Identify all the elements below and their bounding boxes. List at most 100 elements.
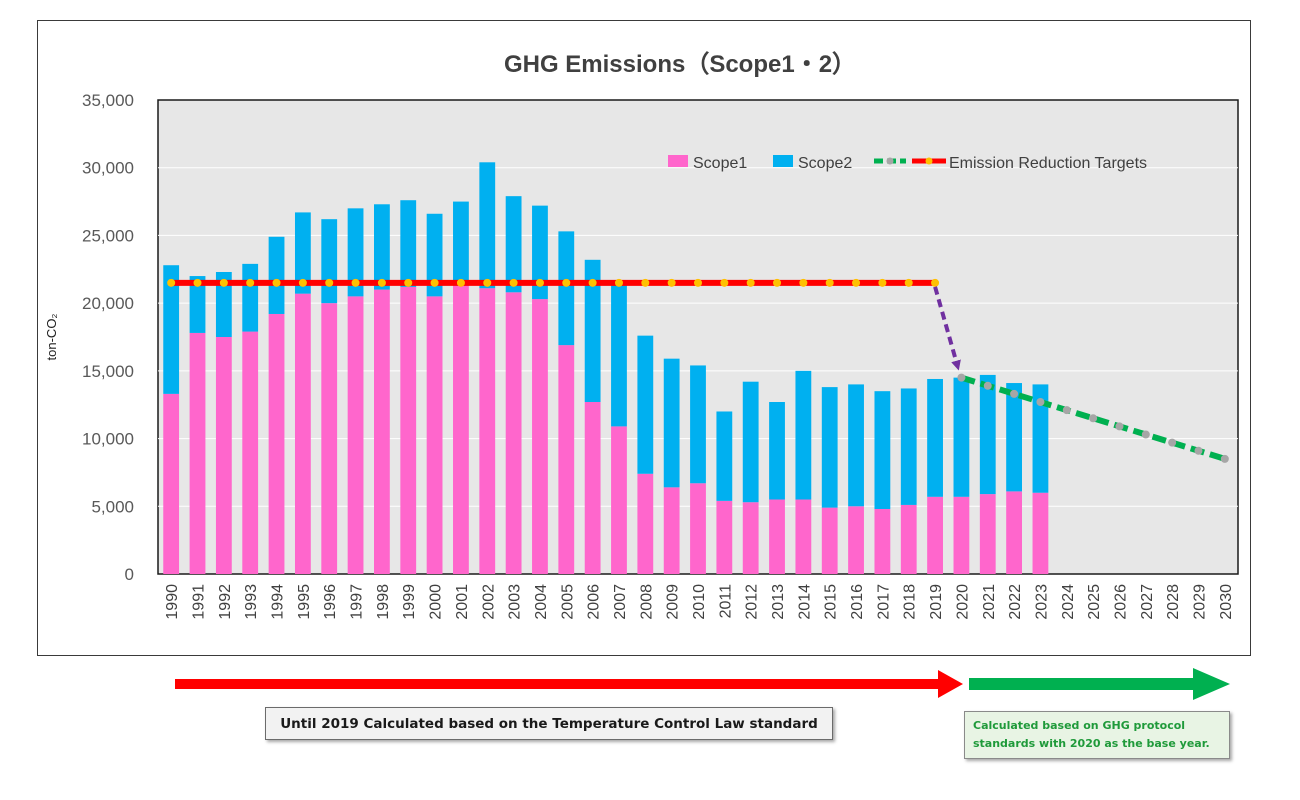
bar-scope1	[795, 499, 812, 574]
note-ghg-protocol-line2: standards with 2020 as the base year.	[973, 737, 1210, 750]
target-marker	[904, 278, 913, 287]
bar-scope1	[347, 296, 364, 574]
target-marker	[298, 278, 307, 287]
y-tick-label: 15,000	[82, 362, 134, 381]
bar-scope1	[584, 402, 601, 574]
x-tick-label: 2000	[428, 584, 445, 620]
bar-scope1	[400, 286, 417, 574]
ghg-protocol-marker	[1220, 454, 1229, 463]
bar-scope2	[215, 271, 232, 337]
bar-scope1	[821, 507, 838, 574]
bar-scope2	[900, 388, 917, 505]
bar-scope2	[189, 276, 206, 333]
bar-scope2	[294, 212, 311, 294]
bar-scope2	[321, 219, 338, 304]
target-marker	[325, 278, 334, 287]
note-ghg-protocol-line1: Calculated based on GHG protocol	[973, 719, 1186, 732]
target-marker	[931, 278, 940, 287]
bar-scope2	[795, 370, 812, 500]
bar-scope2	[769, 402, 785, 500]
x-tick-label: 2004	[533, 584, 550, 620]
x-tick-label: 2027	[1139, 584, 1156, 620]
x-tick-label: 2023	[1033, 584, 1050, 620]
bar-scope1	[979, 494, 996, 574]
target-marker	[825, 278, 834, 287]
bar-scope1	[716, 500, 733, 574]
ghg-protocol-marker	[1089, 414, 1098, 423]
y-tick-label: 0	[125, 565, 134, 584]
bar-scope2	[611, 285, 627, 427]
ghg-protocol-marker	[1168, 438, 1177, 447]
bar-scope2	[716, 411, 733, 501]
x-tick-label: 2029	[1191, 584, 1208, 620]
x-tick-label: 2017	[875, 584, 892, 620]
y-tick-label: 10,000	[82, 430, 134, 449]
bar-scope1	[294, 293, 311, 574]
x-tick-label: 2026	[1112, 584, 1129, 620]
target-marker	[535, 278, 544, 287]
target-marker	[351, 278, 360, 287]
x-tick-label: 2009	[665, 584, 682, 620]
bar-scope1	[242, 331, 259, 574]
y-tick-label: 20,000	[82, 294, 134, 313]
target-marker	[694, 278, 702, 287]
bar-scope1	[374, 289, 390, 574]
bar-scope1	[953, 496, 970, 574]
bar-scope1	[426, 296, 443, 574]
target-marker	[799, 278, 808, 287]
x-tick-label: 2014	[796, 584, 813, 620]
bar-scope1	[268, 313, 285, 574]
target-marker	[219, 278, 228, 287]
legend-label-scope1: Scope1	[693, 155, 747, 172]
x-axis-ticks: 1990 1991 1992 1993 1994 1995 1996 1997 1998 1999…	[164, 584, 1235, 620]
y-axis-label: ton-CO₂	[44, 314, 59, 361]
bar-scope2	[1006, 383, 1022, 492]
legend-swatch-scope1	[668, 155, 688, 167]
x-tick-label: 1998	[375, 584, 392, 620]
bar-scope1	[453, 285, 469, 574]
bar-scope1	[611, 426, 627, 574]
bar-scope2	[347, 208, 364, 297]
bar-scope2	[558, 231, 575, 346]
bar-scope2	[821, 387, 838, 508]
x-tick-label: 2002	[480, 584, 497, 620]
x-tick-label: 2010	[691, 584, 708, 620]
target-marker	[562, 278, 571, 287]
ghg-protocol-marker	[1010, 389, 1019, 398]
target-marker	[483, 278, 492, 287]
x-tick-label: 2020	[954, 584, 971, 620]
x-tick-label: 2012	[744, 584, 761, 620]
target-marker	[404, 278, 413, 287]
ghg-protocol-line	[960, 374, 1226, 462]
bar-scope2	[479, 162, 496, 289]
x-tick-label: 2030	[1218, 584, 1235, 620]
x-tick-label: 1993	[243, 584, 260, 620]
bar-scope1	[1032, 492, 1049, 574]
y-tick-label: 25,000	[82, 226, 134, 245]
chart-title: GHG Emissions（Scope1・2）	[504, 51, 856, 78]
bar-scope2	[426, 213, 443, 297]
target-marker	[377, 278, 386, 287]
ghg-protocol-marker	[1036, 398, 1045, 407]
x-tick-label: 2021	[981, 584, 998, 620]
bar-scope1	[163, 393, 180, 574]
legend-label-scope2: Scope2	[798, 155, 852, 172]
period-arrow-until-2019	[175, 670, 963, 698]
bar-scope2	[953, 377, 970, 497]
bar-scope1	[769, 499, 785, 574]
x-tick-label: 1994	[270, 584, 287, 620]
bar-scope1	[1006, 491, 1022, 574]
bar-scope2	[927, 378, 943, 497]
bar-scope1	[215, 337, 232, 574]
bar-scope2	[505, 196, 522, 293]
x-tick-label: 2011	[717, 584, 734, 619]
bar-scope2	[637, 335, 654, 474]
legend-label-targets: Emission Reduction Targets	[949, 155, 1147, 172]
target-marker	[193, 278, 202, 287]
base-year-reset-arrow	[933, 286, 961, 371]
x-tick-label: 2016	[849, 584, 866, 620]
x-tick-label: 1992	[217, 584, 234, 620]
lines	[167, 278, 1229, 463]
bar-scope1	[663, 487, 680, 574]
